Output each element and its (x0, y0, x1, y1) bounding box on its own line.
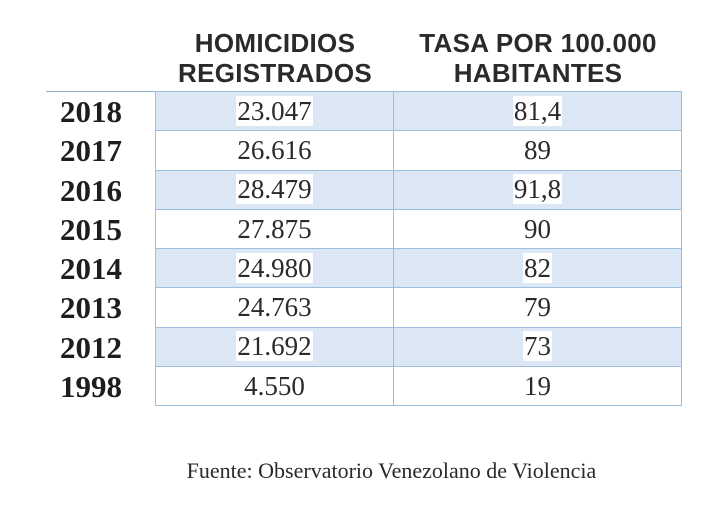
homicidios-cell: 24.980 (155, 248, 394, 289)
header-tasa-por-habitantes: TASA POR 100.000 HABITANTES (396, 28, 680, 88)
year-label: 2018 (60, 94, 122, 129)
tasa-value: 90 (524, 213, 551, 244)
tasa-value: 82 (523, 252, 552, 283)
year-label: 2015 (60, 211, 122, 247)
tasa-cell: 82 (393, 248, 682, 289)
tasa-value: 91,8 (512, 174, 563, 205)
homicidios-cell: 27.875 (155, 208, 394, 250)
header-homicidios-line-1: HOMICIDIOS (194, 28, 356, 58)
year-label: 2013 (60, 290, 122, 326)
table-row: 26.616 89 (155, 130, 682, 171)
homicidios-cell: 21.692 (155, 326, 394, 368)
homicidios-value: 4.550 (244, 370, 305, 401)
year-column: 2018 2017 2016 2015 2014 2013 2012 1998 (55, 92, 155, 406)
table-row: 23.047 81,4 (155, 90, 682, 132)
tasa-value: 81,4 (512, 95, 563, 126)
homicide-data-table: 23.047 81,4 26.616 89 28.479 91,8 27.875… (155, 90, 682, 407)
homicidios-value: 26.616 (237, 134, 312, 165)
homicidios-value: 21.692 (236, 331, 313, 362)
header-tasa-line-2: HABITANTES (453, 58, 623, 88)
year-label: 1998 (60, 369, 122, 405)
homicidios-value: 24.980 (236, 252, 313, 283)
homicidios-value: 27.875 (237, 213, 312, 244)
header-homicidios-line-2: REGISTRADOS (178, 58, 372, 88)
year-label: 2012 (60, 329, 122, 365)
homicidios-cell: 28.479 (155, 169, 394, 210)
tasa-cell: 81,4 (393, 90, 682, 132)
homicidios-cell: 24.763 (155, 287, 394, 328)
table-row: 24.980 82 (155, 248, 682, 289)
year-label: 2016 (60, 172, 122, 208)
homicidios-value: 28.479 (236, 174, 313, 205)
tasa-value: 79 (524, 292, 551, 323)
year-label: 2017 (60, 133, 122, 169)
source-note: Fuente: Observatorio Venezolano de Viole… (186, 458, 597, 483)
homicidios-cell: 23.047 (155, 90, 394, 132)
header-homicidios-registrados: HOMICIDIOS REGISTRADOS (158, 28, 392, 88)
tasa-value: 73 (523, 331, 552, 362)
tasa-value: 19 (524, 370, 551, 401)
table-row: 27.875 90 (155, 208, 682, 250)
homicidios-cell: 26.616 (155, 130, 394, 171)
table-row: 24.763 79 (155, 287, 682, 328)
tasa-cell: 19 (393, 366, 682, 407)
table-row: 4.550 19 (155, 366, 682, 407)
year-label: 2014 (60, 251, 122, 287)
header-tasa-line-1: TASA POR 100.000 (419, 28, 657, 58)
homicidios-value: 23.047 (236, 95, 313, 126)
homicidios-value: 24.763 (237, 292, 312, 323)
tasa-value: 89 (524, 134, 551, 165)
